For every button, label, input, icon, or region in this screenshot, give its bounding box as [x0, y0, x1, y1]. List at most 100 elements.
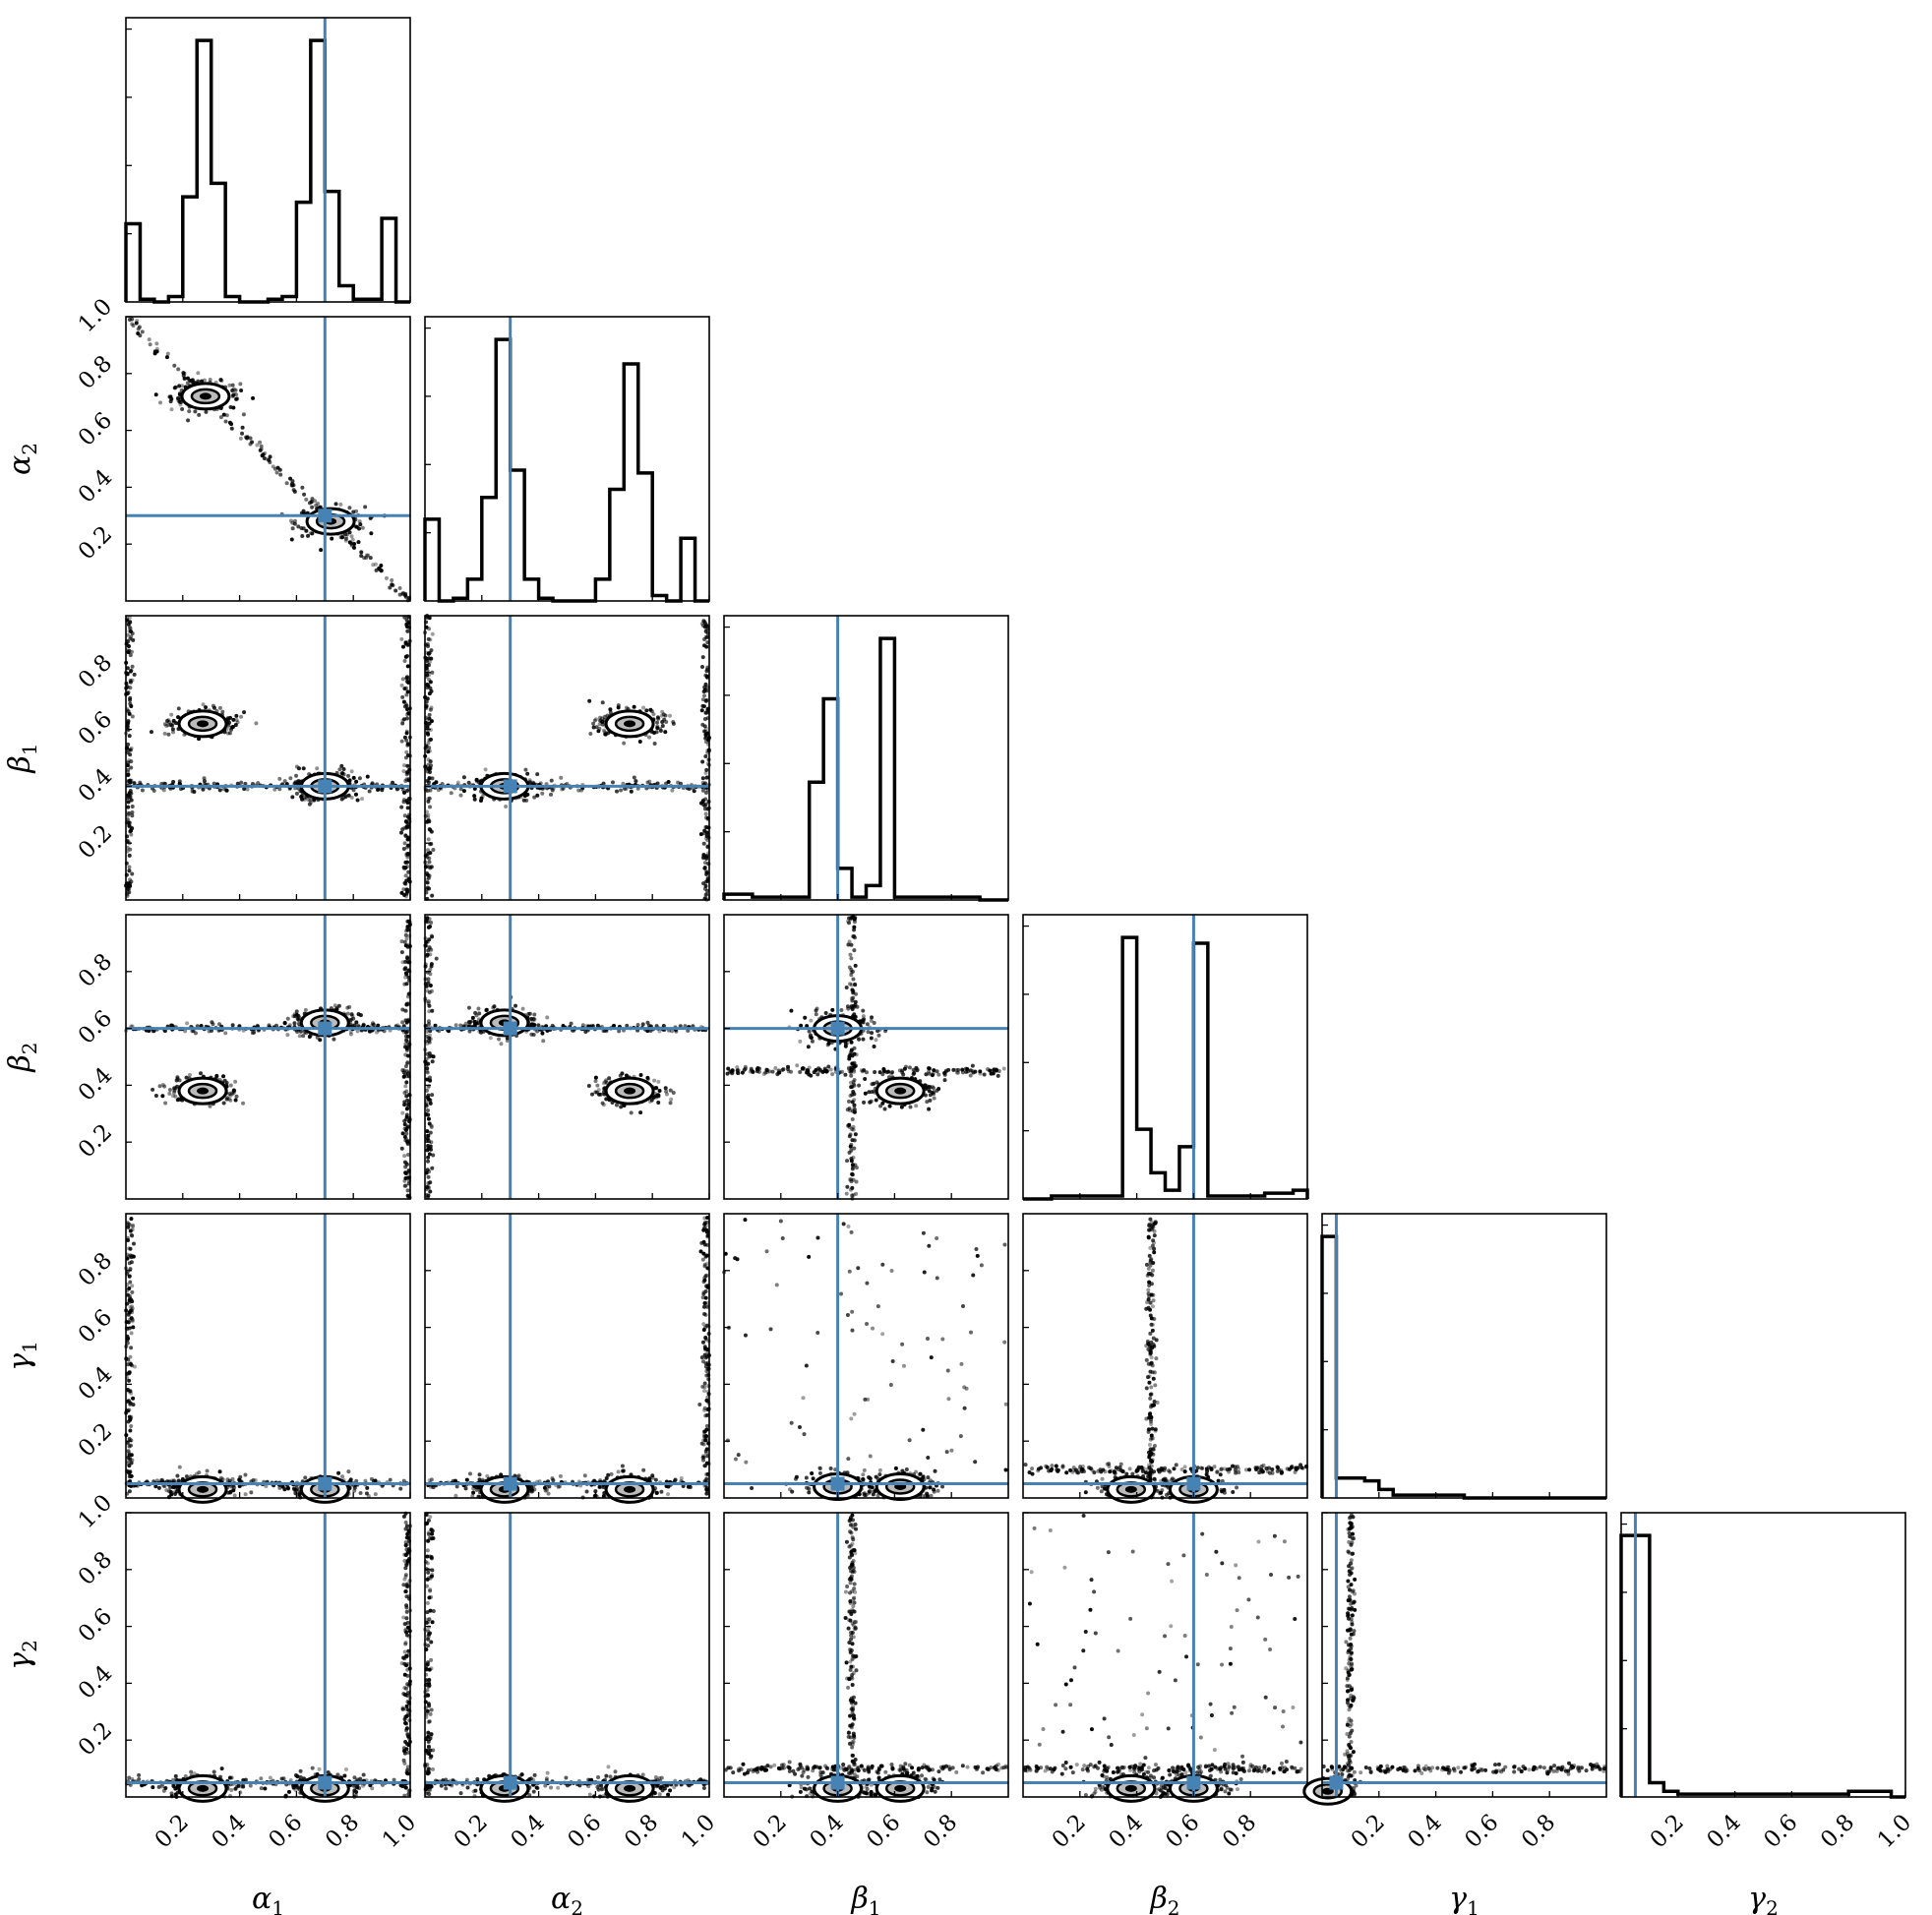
sample-point [429, 1123, 434, 1128]
sample-point [251, 395, 256, 400]
sample-point [849, 1142, 854, 1147]
sample-point [472, 797, 477, 802]
sample-point [477, 1011, 482, 1016]
sample-point [362, 556, 367, 561]
panel-beta2-beta2 [1022, 914, 1309, 1201]
panel-alpha1-alpha1 [124, 17, 411, 304]
sample-point [400, 960, 405, 965]
sample-point [402, 1183, 407, 1188]
sample-point [242, 710, 247, 715]
sample-point [175, 1075, 180, 1080]
sample-point [874, 1038, 878, 1043]
panel-frame [125, 17, 411, 303]
sample-point [204, 705, 209, 710]
sample-point [805, 1068, 810, 1073]
sample-point [228, 715, 233, 720]
sample-point [701, 841, 706, 846]
sample-point [404, 653, 409, 658]
sample-point [186, 418, 191, 423]
sample-point [652, 742, 657, 747]
sample-point [855, 1004, 860, 1009]
sample-point [593, 1079, 598, 1084]
sample-point [702, 831, 707, 836]
sample-point [193, 409, 198, 414]
sample-point [610, 780, 615, 785]
sample-point [268, 459, 272, 464]
sample-point [347, 530, 352, 535]
sample-point [699, 708, 704, 713]
sample-point [292, 518, 297, 523]
sample-point [304, 528, 309, 533]
sample-point [520, 1006, 525, 1011]
sample-point [426, 1112, 431, 1117]
sample-point [376, 1023, 381, 1028]
sample-point [405, 664, 410, 669]
sample-point [549, 792, 554, 797]
sample-point [380, 788, 385, 793]
sample-point [262, 456, 267, 461]
sample-point [632, 704, 636, 709]
sample-point [426, 1133, 431, 1138]
sample-point [291, 488, 296, 493]
sample-point [425, 916, 430, 921]
sample-point [308, 531, 313, 536]
sample-point [302, 492, 307, 497]
ytick-label: 1.0 [74, 294, 117, 337]
sample-point [164, 724, 169, 729]
sample-point [400, 694, 405, 699]
sample-point [126, 805, 131, 809]
sample-point [434, 956, 439, 961]
sample-point [843, 1072, 848, 1077]
sample-point [341, 772, 346, 777]
sample-point [198, 1071, 203, 1076]
sample-point [390, 577, 394, 582]
sample-point [217, 1022, 222, 1027]
sample-point [399, 1146, 404, 1151]
sample-point [849, 1040, 854, 1045]
sample-point [399, 950, 404, 955]
sample-point [359, 550, 364, 555]
sample-point [655, 724, 660, 729]
sample-point [127, 615, 132, 620]
sample-point [907, 1065, 912, 1070]
sample-point [403, 819, 408, 824]
sample-point [277, 776, 282, 781]
sample-point [426, 1155, 431, 1160]
sample-point [470, 1018, 475, 1023]
sample-point [863, 1091, 868, 1096]
sample-point [845, 1107, 850, 1112]
histogram-alpha2 [423, 337, 709, 603]
sample-point [399, 830, 404, 835]
sample-point [850, 1053, 855, 1058]
sample-point [847, 921, 852, 926]
sample-point [277, 467, 282, 472]
sample-point [848, 1132, 853, 1137]
sample-point [228, 405, 233, 410]
sample-point [660, 709, 665, 714]
sample-point [272, 466, 277, 471]
sample-point [426, 749, 431, 754]
sample-point [242, 786, 247, 791]
sample-point [405, 1141, 410, 1146]
sample-point [749, 1066, 754, 1071]
sample-point [129, 1346, 134, 1350]
sample-point [847, 939, 852, 944]
sample-point [346, 773, 351, 778]
sample-point [239, 388, 244, 392]
ytick-label: 0.6 [74, 408, 117, 451]
sample-point [129, 879, 134, 884]
sample-point [700, 788, 705, 793]
sample-point [700, 776, 705, 781]
sample-point [664, 719, 669, 724]
sample-point [224, 413, 229, 418]
ytick-label: 0.8 [74, 650, 117, 693]
sample-point [129, 759, 134, 764]
sample-point [704, 627, 709, 631]
sample-point [852, 1103, 857, 1107]
sample-point [852, 1083, 857, 1088]
sample-point [569, 1021, 574, 1026]
sample-point [400, 721, 405, 726]
ytick-label: 0.8 [74, 949, 117, 992]
density-peak [197, 720, 210, 728]
sample-point [703, 736, 708, 741]
